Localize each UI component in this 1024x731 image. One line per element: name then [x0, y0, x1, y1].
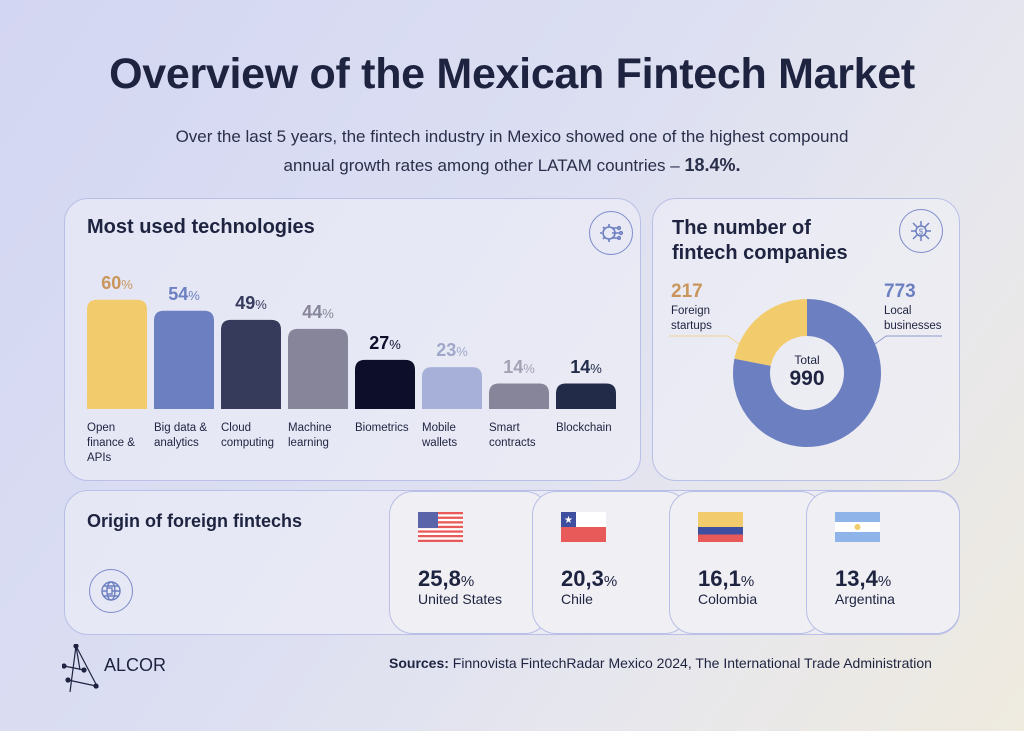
card-title: Most used technologies	[87, 216, 315, 238]
alcor-logo-text: ALCOR	[104, 655, 167, 675]
bar-category-label: Biometrics	[355, 422, 409, 434]
country-card-united-states: 25,8% United States	[389, 491, 549, 634]
leader-line-local	[874, 335, 887, 345]
foreign-startups-label: Foreign startups	[671, 305, 712, 332]
bar-category-label: Machine learning	[288, 422, 332, 449]
donut-slice-local-businesses	[733, 299, 882, 448]
bar-value-label: 54%	[168, 283, 200, 304]
donut-center: Total 990	[789, 353, 825, 390]
bar-category-label: Big data & analytics	[154, 422, 208, 449]
argentina-flag-icon	[835, 512, 880, 542]
bar-category-label: Cloud computing	[221, 422, 275, 449]
foreign-startups-value: 217	[671, 281, 703, 302]
gear-circuit-icon	[589, 211, 633, 255]
bar-6	[489, 383, 549, 409]
bar-category-label: Mobile wallets	[422, 422, 458, 449]
country-card-colombia: 16,1% Colombia	[669, 491, 824, 634]
bar-1	[154, 310, 214, 409]
bar-value-label: 14%	[570, 356, 602, 377]
bar-value-label: 27%	[369, 332, 401, 353]
sources: Sources: Finnovista FintechRadar Mexico …	[389, 655, 932, 671]
page-subtitle: Over the last 5 years, the fintech indus…	[175, 127, 849, 175]
bar-category-label: Open finance & APIs	[87, 422, 135, 464]
local-businesses-value: 773	[884, 281, 916, 302]
us-flag-icon	[418, 512, 463, 542]
bar-4	[355, 359, 415, 409]
leader-line-foreign	[727, 335, 743, 347]
country-card-argentina: 13,4% Argentina	[806, 491, 960, 634]
card-title: Origin of foreign fintechs	[87, 511, 302, 531]
page-title: Overview of the Mexican Fintech Market	[109, 50, 915, 98]
alcor-logo-icon	[62, 644, 99, 693]
svg-text:$: $	[919, 228, 924, 237]
bar-0	[87, 299, 147, 409]
cagr-value: 18.4%.	[684, 155, 741, 175]
bar-5	[422, 367, 482, 409]
bar-category-label: Smart contracts	[489, 422, 536, 449]
colombia-flag-icon	[698, 512, 743, 542]
globe-chip-icon	[89, 569, 133, 613]
bar-3	[288, 328, 348, 409]
bar-value-label: 44%	[302, 301, 334, 322]
bar-7	[556, 383, 616, 409]
svg-text:★: ★	[564, 515, 573, 526]
bar-value-label: 49%	[235, 292, 267, 313]
card-title: The number of fintech companies	[672, 217, 848, 264]
bar-value-label: 23%	[436, 340, 468, 361]
bar-value-label: 14%	[503, 356, 535, 377]
bar-category-label: Blockchain	[556, 422, 612, 434]
bar-value-label: 60%	[101, 272, 133, 293]
local-businesses-label: Local businesses	[884, 305, 942, 332]
bar-2	[221, 319, 281, 409]
chile-flag-icon: ★	[561, 512, 606, 542]
donut-slice-foreign-startups	[734, 299, 807, 366]
country-card-chile: ★ 20,3% Chile	[532, 491, 689, 634]
dollar-network-icon: $	[899, 209, 943, 253]
